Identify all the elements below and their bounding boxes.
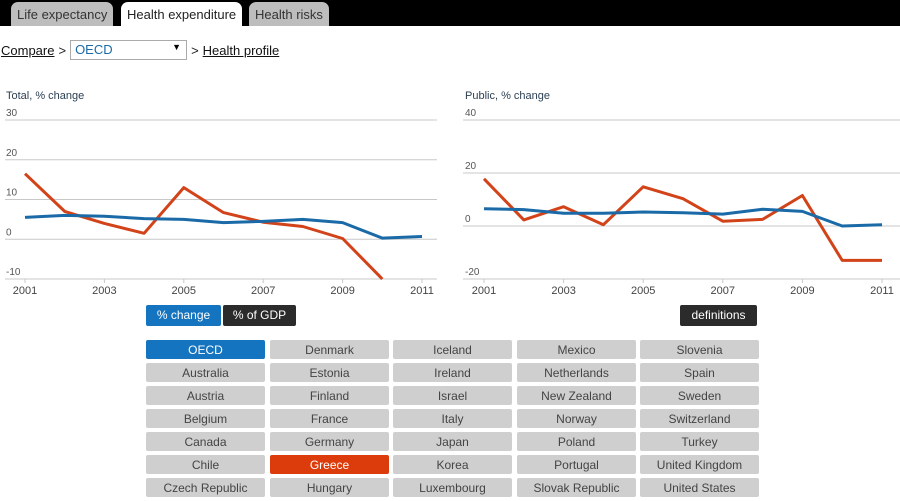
- x-tick-label: 2005: [172, 285, 196, 297]
- tab-health-expenditure[interactable]: Health expenditure: [121, 2, 243, 26]
- x-tick-label: 2011: [870, 285, 894, 297]
- country-select[interactable]: OECD ▼: [70, 40, 188, 60]
- country-button-czech-republic[interactable]: Czech Republic: [146, 478, 265, 497]
- y-tick-label: 0: [6, 227, 12, 238]
- x-tick-label: 2003: [92, 285, 116, 297]
- country-button-italy[interactable]: Italy: [393, 409, 512, 428]
- x-tick-label: 2001: [472, 285, 496, 297]
- country-button-mexico[interactable]: Mexico: [517, 340, 636, 359]
- country-button-spain[interactable]: Spain: [640, 363, 759, 382]
- country-button-oecd[interactable]: OECD: [146, 340, 265, 359]
- chart-title: Public, % change: [465, 90, 550, 102]
- breadcrumb-separator: >: [58, 42, 67, 58]
- x-tick-label: 2007: [251, 285, 275, 297]
- tab-health-risks[interactable]: Health risks: [249, 2, 329, 26]
- country-button-united-states[interactable]: United States: [640, 478, 759, 497]
- country-button-belgium[interactable]: Belgium: [146, 409, 265, 428]
- country-button-ireland[interactable]: Ireland: [393, 363, 512, 382]
- x-tick-label: 2007: [711, 285, 735, 297]
- x-tick-label: 2001: [13, 285, 37, 297]
- series-line-oecd: [483, 207, 883, 228]
- country-select-value: OECD: [75, 42, 113, 57]
- x-tick-label: 2009: [790, 285, 814, 297]
- country-button-germany[interactable]: Germany: [270, 432, 389, 451]
- country-button-norway[interactable]: Norway: [517, 409, 636, 428]
- country-button-united-kingdom[interactable]: United Kingdom: [640, 455, 759, 474]
- series-line-greece: [23, 172, 384, 280]
- y-tick-label: -10: [6, 267, 21, 278]
- country-button-austria[interactable]: Austria: [146, 386, 265, 405]
- pct-change-button[interactable]: % change: [146, 305, 221, 326]
- country-button-israel[interactable]: Israel: [393, 386, 512, 405]
- country-button-slovenia[interactable]: Slovenia: [640, 340, 759, 359]
- country-button-france[interactable]: France: [270, 409, 389, 428]
- country-button-slovak-republic[interactable]: Slovak Republic: [517, 478, 636, 497]
- tab-life-expectancy[interactable]: Life expectancy: [11, 2, 114, 26]
- country-button-turkey[interactable]: Turkey: [640, 432, 759, 451]
- compare-link[interactable]: Compare: [1, 42, 55, 58]
- y-tick-label: 20: [6, 148, 18, 159]
- y-tick-label: -20: [465, 267, 480, 278]
- country-button-japan[interactable]: Japan: [393, 432, 512, 451]
- pct-gdp-button[interactable]: % of GDP: [223, 305, 296, 326]
- y-tick-label: 30: [6, 108, 18, 119]
- country-button-chile[interactable]: Chile: [146, 455, 265, 474]
- country-button-australia[interactable]: Australia: [146, 363, 265, 382]
- chevron-down-icon: ▼: [172, 42, 182, 52]
- country-button-finland[interactable]: Finland: [270, 386, 389, 405]
- country-button-iceland[interactable]: Iceland: [393, 340, 512, 359]
- country-button-sweden[interactable]: Sweden: [640, 386, 759, 405]
- top-tab-bar: Life expectancy Health expenditure Healt…: [0, 0, 900, 26]
- x-tick-label: 2003: [551, 285, 575, 297]
- y-tick-label: 10: [6, 188, 18, 199]
- total-change-chart: Total, % change 30 20 10 0 -10 2001 2003 2005 200…: [5, 90, 437, 297]
- y-tick-label: 40: [465, 108, 477, 119]
- country-button-denmark[interactable]: Denmark: [270, 340, 389, 359]
- country-button-switzerland[interactable]: Switzerland: [640, 409, 759, 428]
- health-profile-link[interactable]: Health profile: [202, 42, 280, 58]
- y-tick-label: 20: [465, 161, 477, 172]
- series-line-oecd: [24, 213, 423, 240]
- chart-title: Total, % change: [6, 90, 84, 102]
- country-button-korea[interactable]: Korea: [393, 455, 512, 474]
- country-button-canada[interactable]: Canada: [146, 432, 265, 451]
- breadcrumb-separator: >: [191, 42, 199, 58]
- country-button-greece[interactable]: Greece: [270, 455, 389, 474]
- country-button-netherlands[interactable]: Netherlands: [517, 363, 636, 382]
- y-tick-label: 0: [465, 214, 471, 225]
- breadcrumb: Compare > OECD ▼ > Health profile: [1, 40, 279, 60]
- x-tick-label: 2005: [631, 285, 655, 297]
- x-tick-label: 2009: [330, 285, 354, 297]
- country-button-new-zealand[interactable]: New Zealand: [517, 386, 636, 405]
- country-button-poland[interactable]: Poland: [517, 432, 636, 451]
- country-button-hungary[interactable]: Hungary: [270, 478, 389, 497]
- country-button-estonia[interactable]: Estonia: [270, 363, 389, 382]
- public-change-chart: Public, % change 40 20 0 -20 2001 2003 2005 2007…: [463, 90, 900, 297]
- x-tick-label: 2011: [410, 285, 434, 297]
- country-button-portugal[interactable]: Portugal: [517, 455, 636, 474]
- country-button-luxembourg[interactable]: Luxembourg: [393, 478, 512, 497]
- definitions-button[interactable]: definitions: [680, 305, 757, 326]
